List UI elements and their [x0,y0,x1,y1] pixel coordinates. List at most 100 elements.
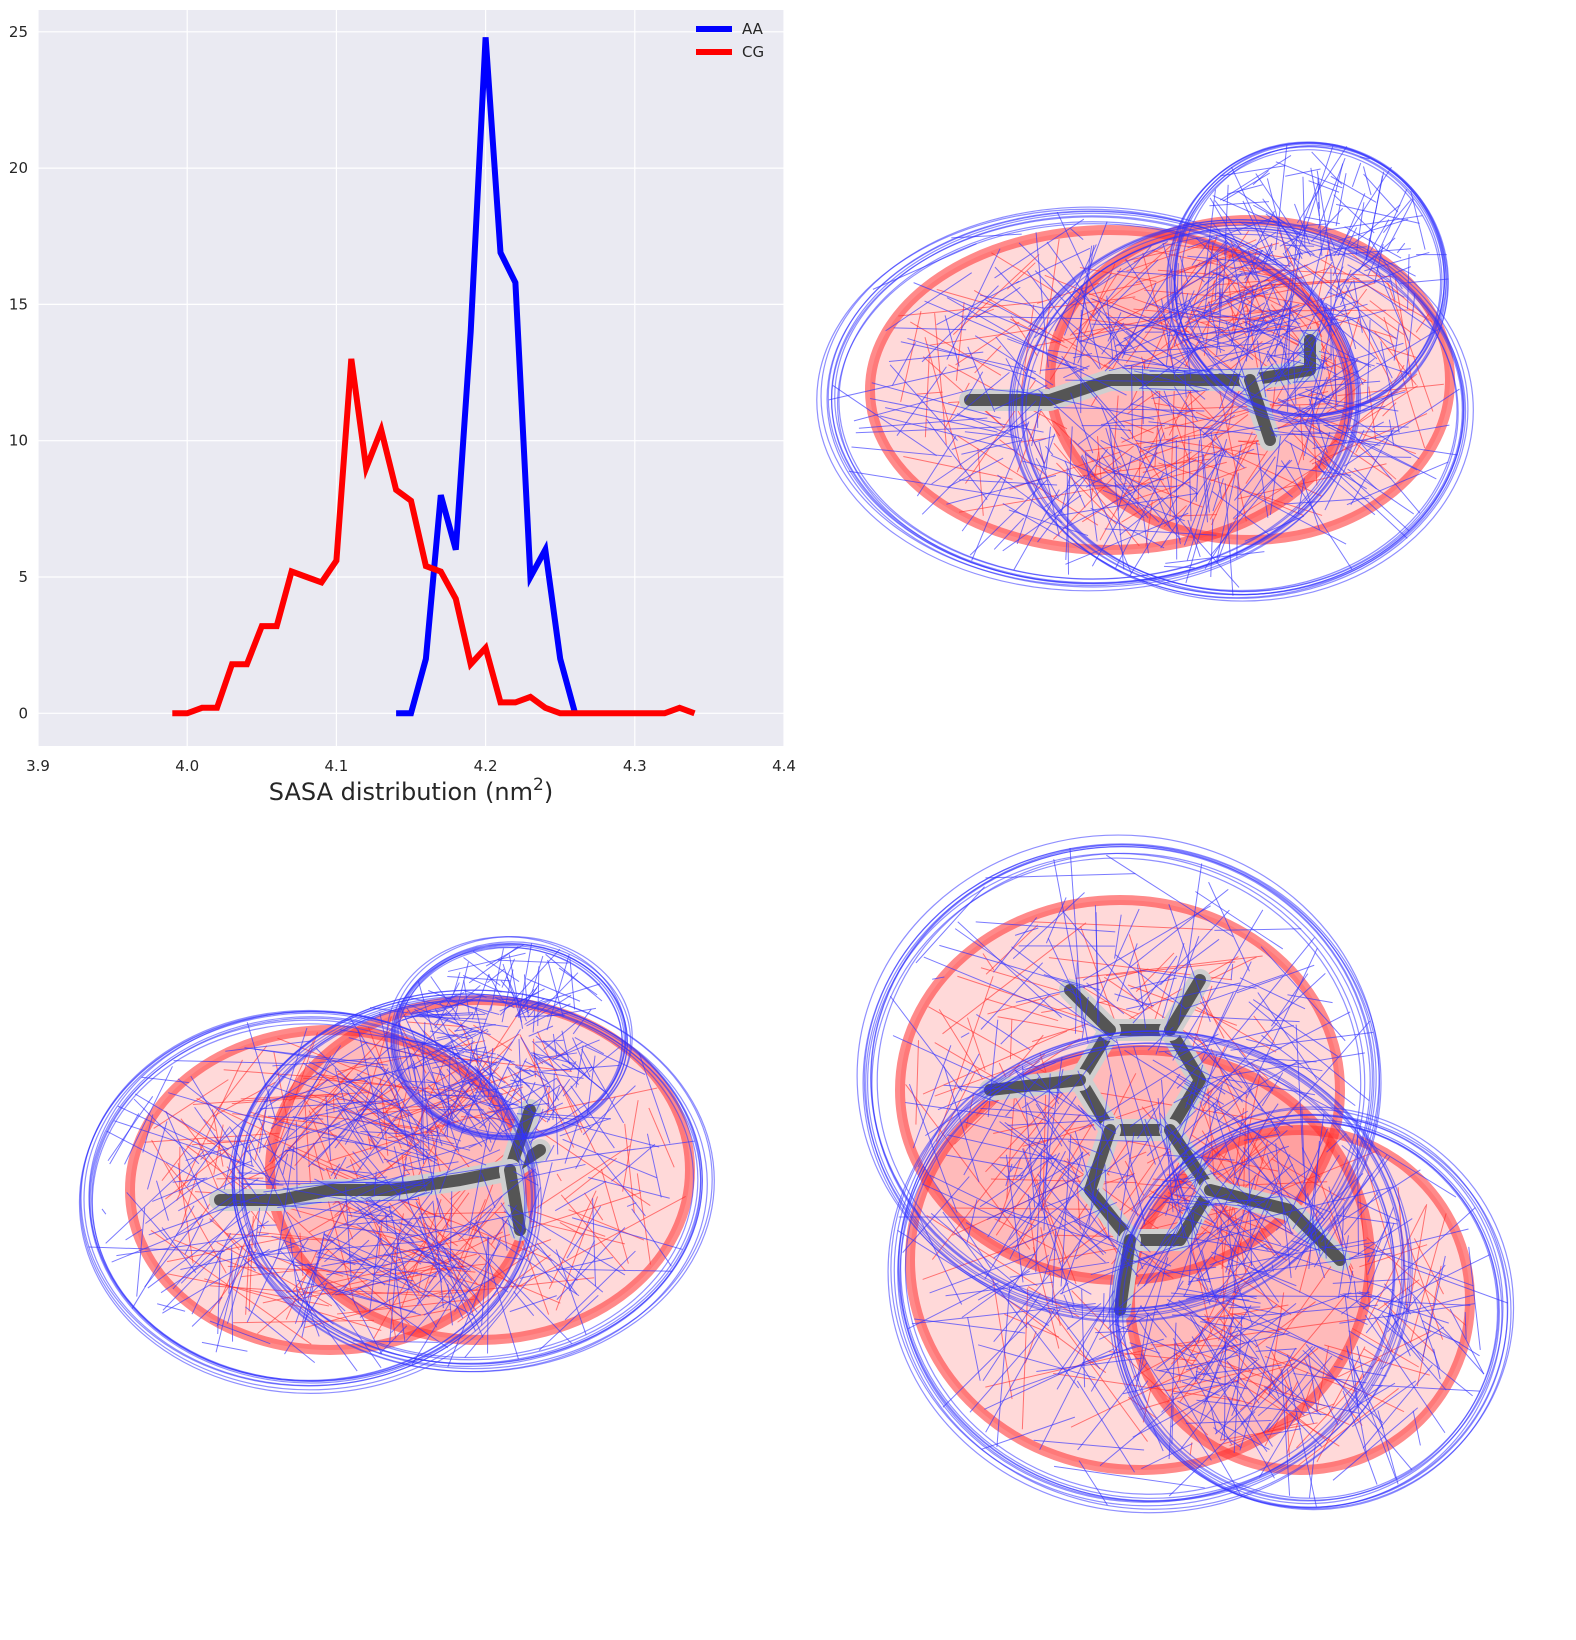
wire-line [347,1214,492,1240]
wire-line [1179,1110,1248,1150]
wire-line [1349,385,1418,430]
wire-line [1270,283,1281,306]
wire-line [1175,1175,1269,1252]
wire-line [340,1236,480,1266]
wire-line [1324,424,1409,428]
wire-line [1307,1354,1318,1413]
wire-line [352,1151,379,1182]
wire-line [442,1092,487,1128]
wire-line [211,1109,224,1167]
wire-line [922,356,1002,426]
wire-line [1216,444,1242,561]
wire-line [303,1096,312,1193]
wire-line [1333,194,1375,234]
wire-line [294,1273,313,1324]
wire-line [555,1041,591,1080]
wire-line [1136,938,1220,1002]
wire-line [475,1047,486,1077]
wire-line [1340,303,1368,313]
wire-line [1307,1193,1321,1257]
wire-line [1291,432,1335,478]
wire-line [1285,329,1321,332]
wire-line [1203,359,1302,436]
wire-line [533,1038,536,1078]
wire-line [984,998,1059,1022]
wire-line [1129,461,1227,489]
wire-line [430,1232,485,1309]
wire-line [417,1269,439,1305]
wire-line [939,944,1086,989]
wire-line [1102,1293,1105,1323]
wire-line [1199,363,1274,431]
wire-line [1224,483,1234,596]
wire-line [1138,302,1266,390]
wire-line [1061,1188,1100,1295]
wire-line [1299,1249,1312,1293]
wire-line [897,1229,1050,1327]
wire-line [312,1142,356,1305]
wire-line [293,1263,319,1267]
wire-line [504,1140,695,1168]
wire-line [1324,429,1365,511]
wire-line [1343,1191,1379,1236]
wire-line [1100,406,1136,492]
wire-line [1240,1346,1316,1425]
wire-line [1011,946,1083,1001]
wire-line [375,1221,421,1292]
wire-line [1047,349,1210,373]
wire-line [353,1149,501,1214]
wire-line [1100,439,1197,491]
wire-line [888,351,984,363]
wire-line [431,1071,446,1077]
wire-line [1175,276,1227,322]
wire-line [1184,974,1284,1010]
wire-line [1230,249,1249,333]
wire-line [1312,424,1450,450]
wire-line [472,950,520,982]
wire-line [475,1044,479,1066]
wire-line [107,1096,154,1162]
wire-line [1280,460,1353,570]
wire-line [146,1121,168,1190]
wire-line [209,1199,235,1222]
wire-line [967,1317,981,1381]
wire-line [359,1272,437,1318]
wire-line [1007,1124,1120,1295]
wire-line [1218,1304,1378,1320]
wire-line [1046,1201,1107,1240]
wire-line [479,1100,511,1111]
wire-line [413,1060,417,1086]
wire-line [1356,1135,1457,1198]
wire-line [1129,1342,1161,1354]
wire-line [201,1341,248,1352]
wire-line [470,1221,580,1297]
wire-line [334,1247,375,1268]
wire-line [1266,1154,1292,1234]
wire-line [1260,1245,1395,1292]
wire-line [1105,961,1236,977]
wire-line [409,1238,467,1303]
wire-line [1276,465,1352,476]
wire-line [1065,512,1189,565]
wire-line [1007,1119,1115,1126]
x-tick-label: 4.1 [324,757,348,775]
wire-line [1195,411,1211,420]
wire-line [1255,300,1359,332]
wire-line [1325,302,1395,347]
wire-line [931,408,1042,485]
wire-line [1199,1188,1280,1303]
wire-line [1038,441,1060,537]
wire-line [1182,1295,1286,1316]
wire-line [1116,1132,1135,1243]
wire-line [487,968,505,984]
wire-line [1230,963,1234,980]
wire-line [1223,1341,1227,1441]
molecule-bond [1164,974,1206,1036]
wire-line [403,1080,441,1084]
wire-line [959,479,1058,486]
wire-line [1304,1358,1339,1426]
wire-line [851,446,952,458]
legend: AA CG [696,20,764,61]
wire-line [1043,1073,1051,1231]
plot-area [38,10,784,746]
